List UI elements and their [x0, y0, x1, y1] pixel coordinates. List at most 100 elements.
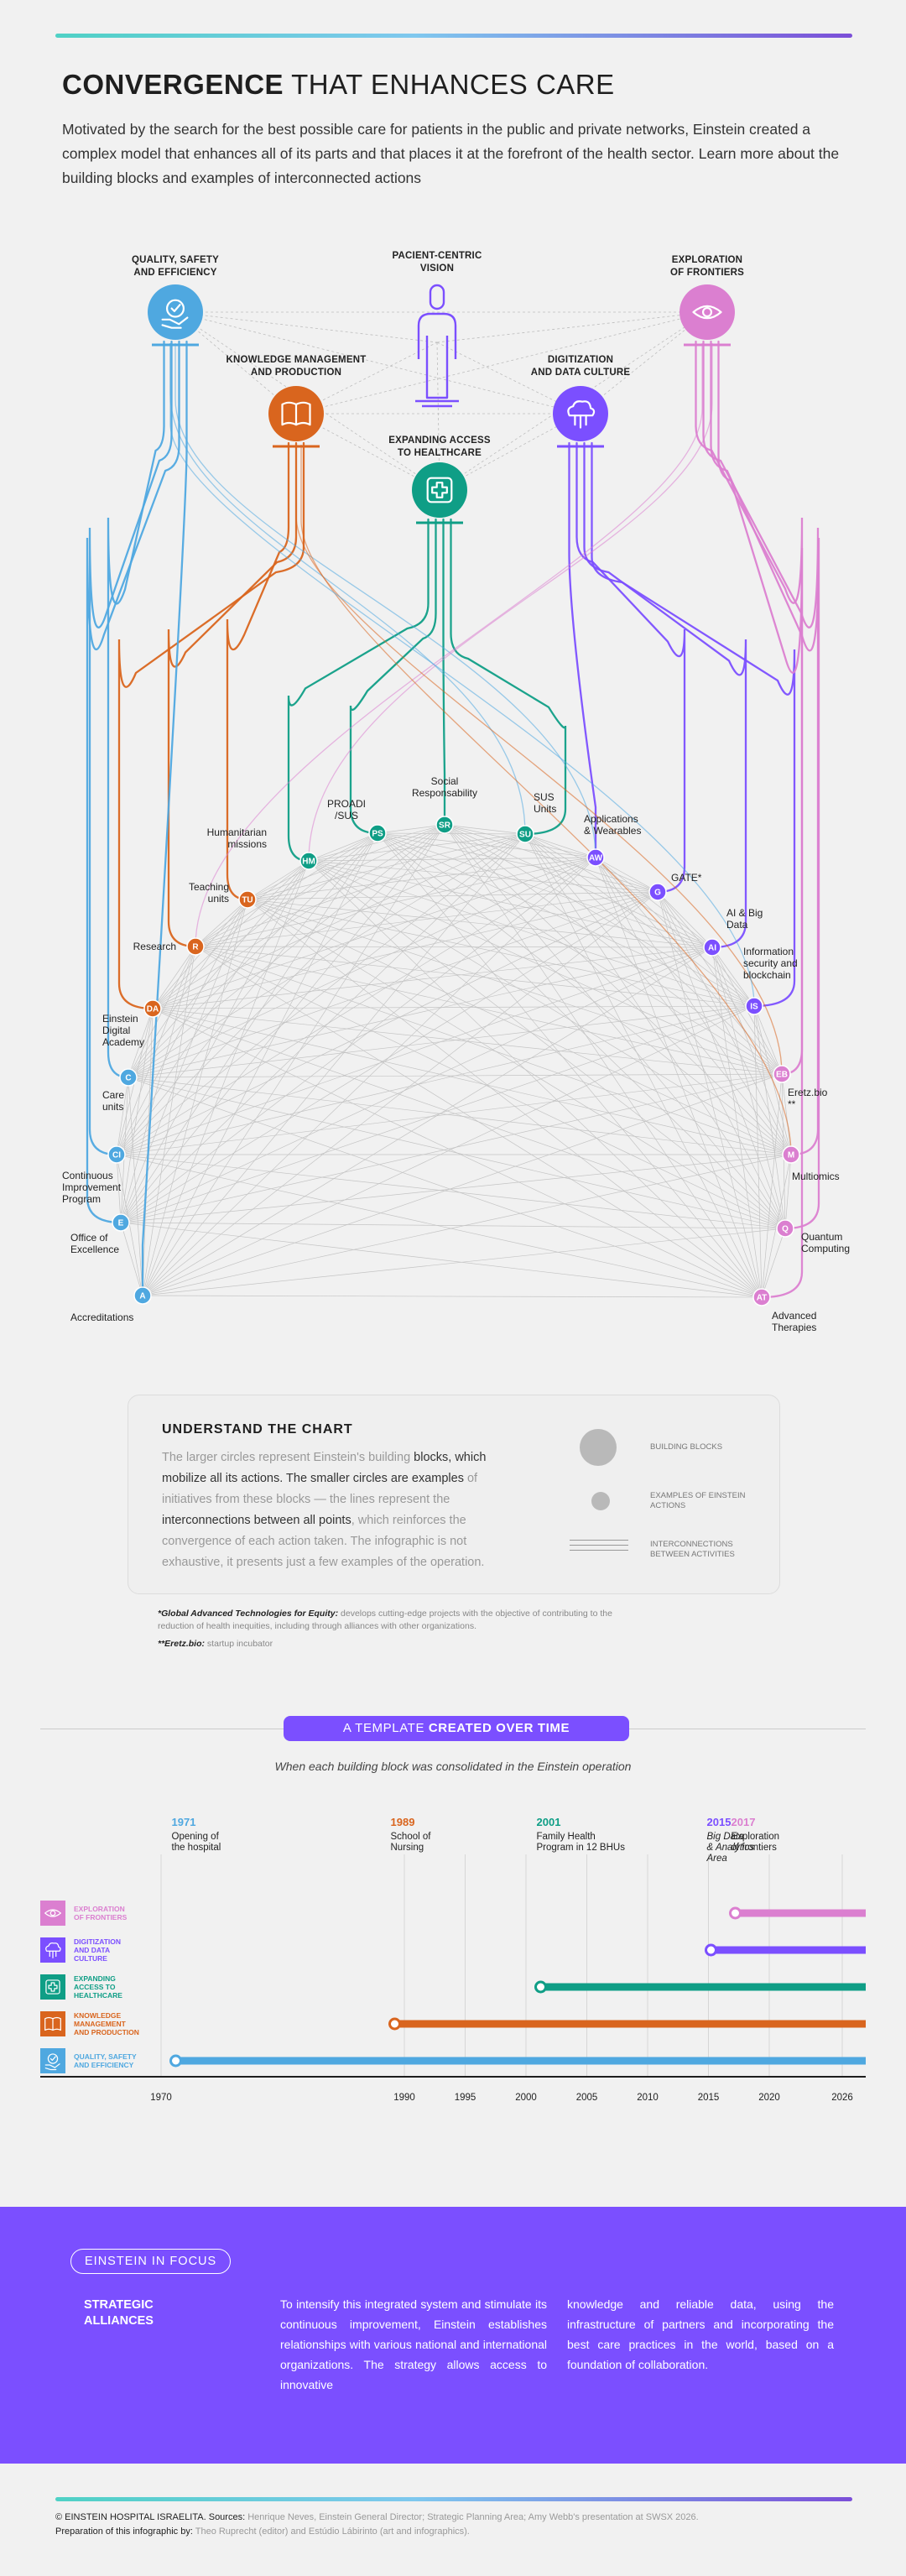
- interconnection-line: [116, 1073, 783, 1155]
- row-label: QUALITY, SAFETY: [74, 2052, 137, 2061]
- convergence-network-diagram: QUALITY, SAFETY AND EFFICIENCY KNOWLEDGE M…: [62, 251, 850, 1333]
- action-code: DA: [147, 1005, 159, 1014]
- interconnection-line: [377, 832, 792, 1155]
- action-circle: [703, 938, 721, 957]
- row-label: EXPLORATION: [74, 1905, 125, 1913]
- interconnection-line: [142, 891, 659, 1296]
- interconnection-line: [152, 1008, 763, 1298]
- building-block-label: QUALITY, SAFETY: [132, 255, 219, 265]
- route-digital-IS: [591, 441, 796, 1008]
- action-label: PROADI: [327, 798, 366, 810]
- interconnection-line: [120, 1222, 143, 1296]
- einstein-in-focus-section: EINSTEIN IN FOCUS STRATEGIC ALLIANCES To …: [0, 2207, 906, 2464]
- interconnection-line: [152, 832, 378, 1009]
- axis-tick-label: 2005: [576, 2093, 598, 2103]
- action-label: units: [102, 1101, 123, 1113]
- interconnection-line: [116, 860, 310, 1155]
- row-label: KNOWLEDGE: [74, 2011, 122, 2020]
- route-knowledge-DA: [117, 441, 305, 1010]
- interconnection-line: [247, 899, 713, 948]
- action-circle: [586, 848, 605, 867]
- action-circle: [745, 997, 763, 1015]
- interconnection-line: [142, 946, 713, 1296]
- top-gradient-bar: [55, 34, 852, 38]
- interconnection-line: [195, 946, 792, 1155]
- interconnection-line: [116, 1154, 122, 1223]
- interconnection-line: [308, 860, 792, 1155]
- check-hand-icon: [44, 2053, 60, 2071]
- building-block-label: DIGITIZATION: [548, 355, 613, 365]
- interconnection-line: [116, 1005, 755, 1155]
- interconnection-line: [761, 1154, 792, 1298]
- interconnection-line: [116, 1154, 143, 1296]
- action-code: M: [788, 1151, 794, 1160]
- action-label: Accreditations: [70, 1311, 133, 1323]
- interconnection-line: [195, 946, 763, 1298]
- route-quality-AW: [174, 343, 596, 858]
- footnote-eretz: **Eretz.bio: startup incubator: [158, 1639, 273, 1649]
- interconnection-line: [142, 899, 248, 1296]
- interconnection-line: [128, 860, 310, 1078]
- event-year: 1971: [172, 1816, 196, 1828]
- event-year: 2001: [537, 1816, 561, 1828]
- interconnection-line: [116, 832, 378, 1155]
- quality-circle: [148, 284, 203, 340]
- interconnection-line: [116, 1154, 763, 1298]
- frontiers-badge: [40, 1901, 65, 1926]
- action-circle: [143, 999, 162, 1018]
- interconnection-line: [142, 1295, 763, 1298]
- open-book-icon: [44, 2016, 61, 2031]
- action-code: AT: [757, 1294, 768, 1303]
- building-block-label: VISION: [420, 263, 454, 274]
- event-text: Area: [706, 1854, 727, 1864]
- interconnection-line: [761, 1073, 783, 1298]
- action-label: Computing: [801, 1243, 850, 1254]
- action-code: AI: [708, 944, 716, 953]
- building-block-label: KNOWLEDGE MANAGEMENT: [226, 355, 367, 365]
- action-label: Social: [431, 775, 459, 787]
- interconnection-line: [116, 899, 248, 1155]
- event-text: of frontiers: [732, 1843, 778, 1853]
- interconnection-line: [120, 1222, 786, 1229]
- row-label: DIGITIZATION: [74, 1937, 121, 1946]
- interconnection-line: [377, 832, 763, 1298]
- interconnection-line: [195, 899, 248, 947]
- action-circle: [107, 1145, 126, 1164]
- focus-heading: STRATEGIC ALLIANCES: [84, 2298, 154, 2328]
- interconnection-line: [142, 824, 445, 1296]
- action-label: security and: [743, 957, 798, 969]
- interconnection-line: [120, 1154, 792, 1223]
- action-label: missions: [227, 838, 267, 850]
- row-label: HEALTHCARE: [74, 1991, 122, 2000]
- action-label: Eretz.bio: [788, 1087, 828, 1098]
- route-access-PS: [349, 518, 437, 835]
- action-label: **: [788, 1098, 796, 1110]
- action-code: SR: [439, 821, 451, 831]
- check-hand-icon: [161, 299, 189, 329]
- bottom-gradient-bar: [55, 2497, 852, 2501]
- legend-action-circle: [591, 1492, 610, 1510]
- action-label: units: [208, 893, 229, 905]
- interconnection-line: [152, 946, 713, 1009]
- focus-column-1: To intensify this integrated system and …: [280, 2297, 547, 2391]
- action-circle: [299, 852, 318, 870]
- interconnection-line: [128, 1008, 154, 1078]
- interconnection-line: [152, 1005, 755, 1009]
- interconnection-line: [377, 832, 596, 858]
- route-frontiers-Q: [710, 340, 820, 1230]
- action-circle: [119, 1068, 138, 1087]
- interconnection-line: [152, 857, 596, 1009]
- interconnection-line: [595, 857, 713, 948]
- interconnection-line: [524, 833, 786, 1229]
- timeline-start-dot: [534, 1980, 547, 1994]
- interconnection-line: [116, 946, 196, 1155]
- action-circle: [133, 1286, 152, 1305]
- interconnection-line: [308, 860, 755, 1007]
- interconnection-line: [308, 860, 659, 893]
